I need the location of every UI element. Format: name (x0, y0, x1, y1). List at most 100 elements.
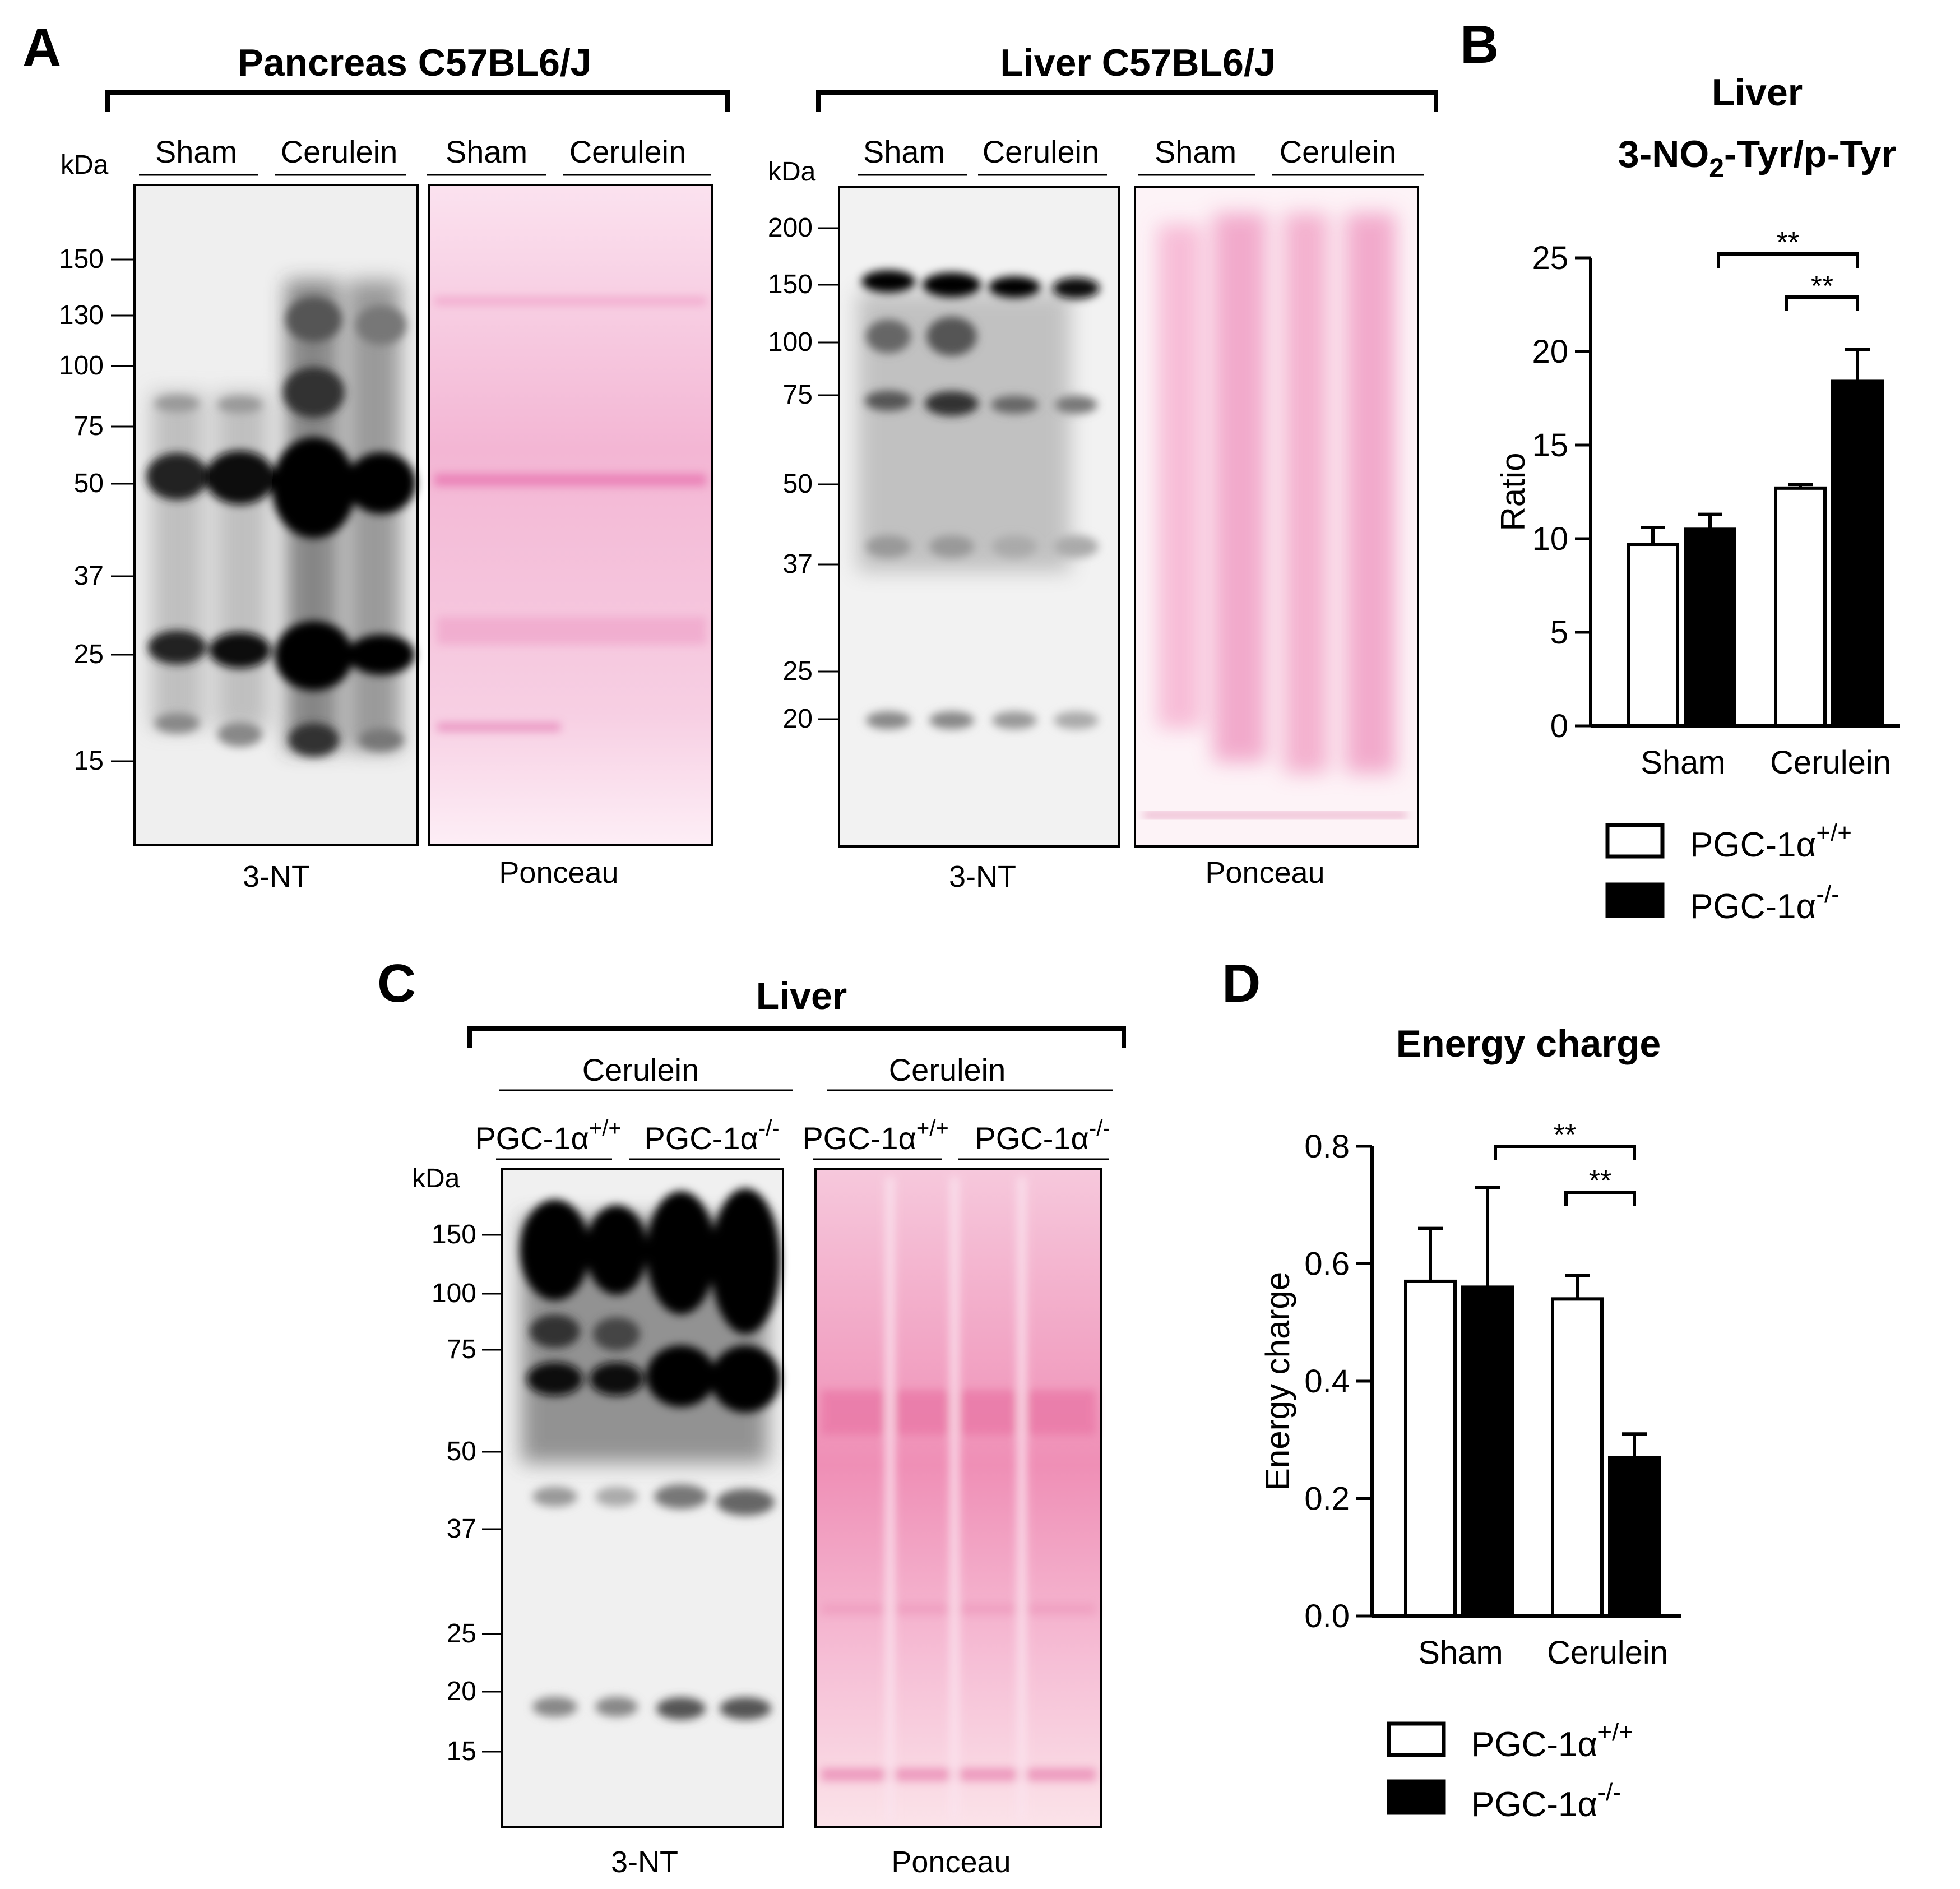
panel-letter-a: A (22, 18, 61, 78)
liver-c57-kda-label: kDa (768, 157, 816, 187)
panel-c-genotype: PGC-1α+/+ (802, 1116, 948, 1156)
mw-marker: 75 (74, 411, 104, 441)
y-tick-label: 0.0 (1304, 1598, 1350, 1635)
pancreas-bracket (105, 90, 730, 112)
bar (1627, 543, 1679, 728)
significance-bracket (1785, 295, 1859, 311)
chart-b-title-line2: 3-NO2-Tyr/p-Tyr (1618, 133, 1896, 183)
pancreas-lane-label: Sham (155, 134, 237, 169)
significance-bracket (1717, 252, 1859, 268)
mw-marker: 130 (59, 300, 104, 330)
liver-c57-title: Liver C57BL6/J (1000, 41, 1275, 84)
significance-label: ** (1589, 1165, 1611, 1197)
mw-marker: 20 (447, 1677, 476, 1706)
mw-marker: 75 (447, 1335, 476, 1364)
significance-label: ** (1811, 270, 1833, 303)
pancreas-stain-caption: Ponceau (499, 856, 618, 890)
liver-c57-bracket (816, 90, 1438, 112)
significance-label: ** (1554, 1119, 1576, 1151)
legend-wt-label: PGC-1α+/+ (1471, 1719, 1633, 1764)
chart-b-title-part: -Tyr/p-Tyr (1724, 133, 1896, 175)
panel-c-stain-caption: Ponceau (891, 1845, 1011, 1879)
category-label: Sham (1641, 744, 1726, 781)
liver-c57-3nt-blot (838, 186, 1120, 848)
legend-ko-swatch (1387, 1779, 1446, 1815)
mw-marker: 75 (783, 380, 813, 410)
mw-marker: 25 (783, 656, 813, 686)
panel-c-mw-markers: 150 100 75 50 37 25 20 15 (432, 1220, 504, 1766)
panel-c-bracket (467, 1026, 1126, 1048)
chart-d-title: Energy charge (1396, 1022, 1661, 1065)
bar (1831, 379, 1884, 728)
mw-marker: 37 (783, 549, 813, 579)
mw-marker: 25 (74, 640, 104, 669)
panel-c-group-label: Cerulein (889, 1052, 1006, 1087)
panel-letter-c: C (377, 953, 416, 1013)
mw-marker: 37 (447, 1514, 476, 1544)
bar (1551, 1297, 1604, 1618)
legend-wt-swatch (1387, 1721, 1446, 1757)
panel-c-kda-label: kDa (412, 1164, 460, 1193)
y-axis-title: Energy charge (1259, 1272, 1296, 1490)
y-tick-label: 15 (1532, 427, 1568, 464)
mw-marker: 50 (783, 469, 813, 499)
chart-b-title-line1: Liver (1712, 71, 1803, 114)
bar (1461, 1285, 1514, 1618)
panel-c-genotype: PGC-1α-/- (975, 1116, 1110, 1156)
liver-c57-lane-labels: Sham Cerulein Sham Cerulein (858, 134, 1424, 176)
y-tick-label: 10 (1532, 521, 1568, 557)
chart-b-title-part: 3-NO (1618, 133, 1709, 175)
legend-wt-label: PGC-1α+/+ (1690, 819, 1852, 864)
pancreas-mw-markers: 150 130 100 75 50 37 25 15 (59, 244, 135, 776)
liver-c57-stain-caption: Ponceau (1205, 856, 1324, 890)
liver-c57-ponceau-stain (1134, 186, 1419, 848)
mw-marker: 100 (768, 327, 813, 357)
mw-marker: 15 (74, 746, 104, 776)
mw-marker: 15 (447, 1737, 476, 1766)
panel-c-group-label: Cerulein (582, 1052, 699, 1087)
pancreas-3nt-blot (133, 184, 419, 846)
legend-wt-swatch (1605, 823, 1665, 859)
chart-b-legend: PGC-1α+/+ PGC-1α-/- (1605, 819, 1852, 926)
mw-marker: 37 (74, 561, 104, 591)
liver-lane-label: Sham (863, 134, 945, 169)
chart-b-energy-ratio: 0 5 10 15 20 25 Ratio Sham Cerulein ** ** (1494, 226, 1900, 781)
legend-ko-label: PGC-1α-/- (1471, 1779, 1621, 1824)
bar (1608, 1456, 1661, 1618)
panel-letter-d: D (1222, 953, 1261, 1013)
y-tick-label: 25 (1532, 240, 1568, 276)
pancreas-lane-label: Cerulein (569, 134, 687, 169)
pancreas-ponceau-stain (428, 184, 713, 846)
y-tick-label: 0.8 (1304, 1128, 1350, 1165)
category-label: Cerulein (1770, 744, 1891, 781)
pancreas-lane-labels: Sham Cerulein Sham Cerulein (139, 134, 711, 176)
category-label: Sham (1418, 1635, 1503, 1671)
y-tick-label: 0 (1550, 708, 1568, 744)
y-tick-label: 0.6 (1304, 1246, 1350, 1283)
mw-marker: 100 (432, 1279, 476, 1308)
legend-ko-label: PGC-1α-/- (1690, 881, 1839, 926)
significance-bracket (1494, 1145, 1636, 1160)
mw-marker: 150 (768, 270, 813, 299)
panel-c-genotype-labels: PGC-1α+/+ PGC-1α-/- PGC-1α+/+ PGC-1α-/- (475, 1116, 1110, 1160)
pancreas-blot-caption: 3-NT (243, 860, 310, 893)
bar (1684, 527, 1736, 728)
pancreas-title: Pancreas C57BL6/J (238, 41, 591, 84)
y-tick-label: 5 (1550, 614, 1568, 651)
panel-letter-b: B (1460, 15, 1499, 75)
liver-lane-label: Cerulein (983, 134, 1100, 169)
bar (1404, 1279, 1457, 1618)
mw-marker: 25 (447, 1619, 476, 1649)
mw-marker: 50 (447, 1437, 476, 1466)
y-axis-title: Ratio (1494, 452, 1532, 531)
y-tick-label: 0.4 (1304, 1363, 1350, 1400)
mw-marker: 50 (74, 469, 104, 498)
bar (1774, 486, 1827, 728)
panel-c-ponceau-stain (814, 1168, 1102, 1828)
mw-marker: 150 (59, 244, 104, 274)
mw-marker: 20 (783, 704, 813, 734)
mw-marker: 150 (432, 1220, 476, 1249)
liver-lane-label: Sham (1155, 134, 1236, 169)
mw-marker: 200 (768, 213, 813, 243)
y-tick-label: 20 (1532, 334, 1568, 370)
